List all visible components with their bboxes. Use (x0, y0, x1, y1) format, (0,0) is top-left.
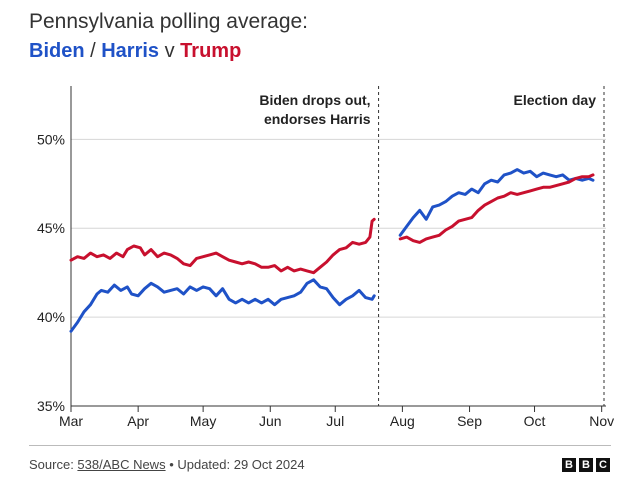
series-line-biden (69, 278, 376, 333)
y-tick-label: 50% (37, 131, 65, 147)
annotation-label: endorses Harris (264, 111, 371, 127)
x-tick-label: Jun (259, 413, 282, 429)
x-tick-label: May (190, 413, 216, 429)
chart-subtitle: Biden / Harris v Trump (29, 40, 241, 63)
x-tick-label: Apr (127, 413, 149, 429)
footer-source: Source: 538/ABC News • Updated: 29 Oct 2… (29, 457, 305, 472)
source-label: Source: (29, 457, 78, 472)
legend-versus: v (159, 40, 181, 62)
series-line-trump-post (398, 173, 595, 244)
y-tick-label: 35% (37, 398, 65, 414)
x-tick-label: Jul (326, 413, 344, 429)
legend-separator: / (84, 40, 102, 62)
y-tick-label: 40% (37, 309, 65, 325)
polling-chart: 50% 45% 40% 35%Mar Apr May Jun Jul Aug Sep Oct Nov B… (37, 86, 614, 429)
bbc-logo-letter: B (562, 458, 576, 472)
source-link[interactable]: 538/ABC News (77, 457, 166, 472)
x-tick-label: Nov (589, 413, 614, 429)
x-tick-label: Sep (457, 413, 482, 429)
bbc-logo-letter: B (579, 458, 593, 472)
bbc-logo-letter: C (596, 458, 610, 472)
bbc-logo: B B C (562, 458, 610, 472)
legend-biden: Biden (29, 40, 85, 62)
x-tick-label: Aug (390, 413, 415, 429)
legend-harris: Harris (101, 40, 160, 62)
y-tick-label: 45% (37, 220, 65, 236)
x-tick-label: Oct (524, 413, 546, 429)
annotation-label: Election day (514, 92, 597, 108)
x-tick-label: Mar (59, 413, 83, 429)
series-line-trump (69, 217, 376, 275)
chart-title: Pennsylvania polling average: (29, 10, 309, 33)
legend-trump: Trump (180, 40, 242, 62)
annotation-label: Biden drops out, (259, 92, 370, 108)
footer-divider (29, 445, 611, 446)
series-line-harris (398, 168, 595, 237)
updated-text: • Updated: 29 Oct 2024 (165, 457, 305, 472)
